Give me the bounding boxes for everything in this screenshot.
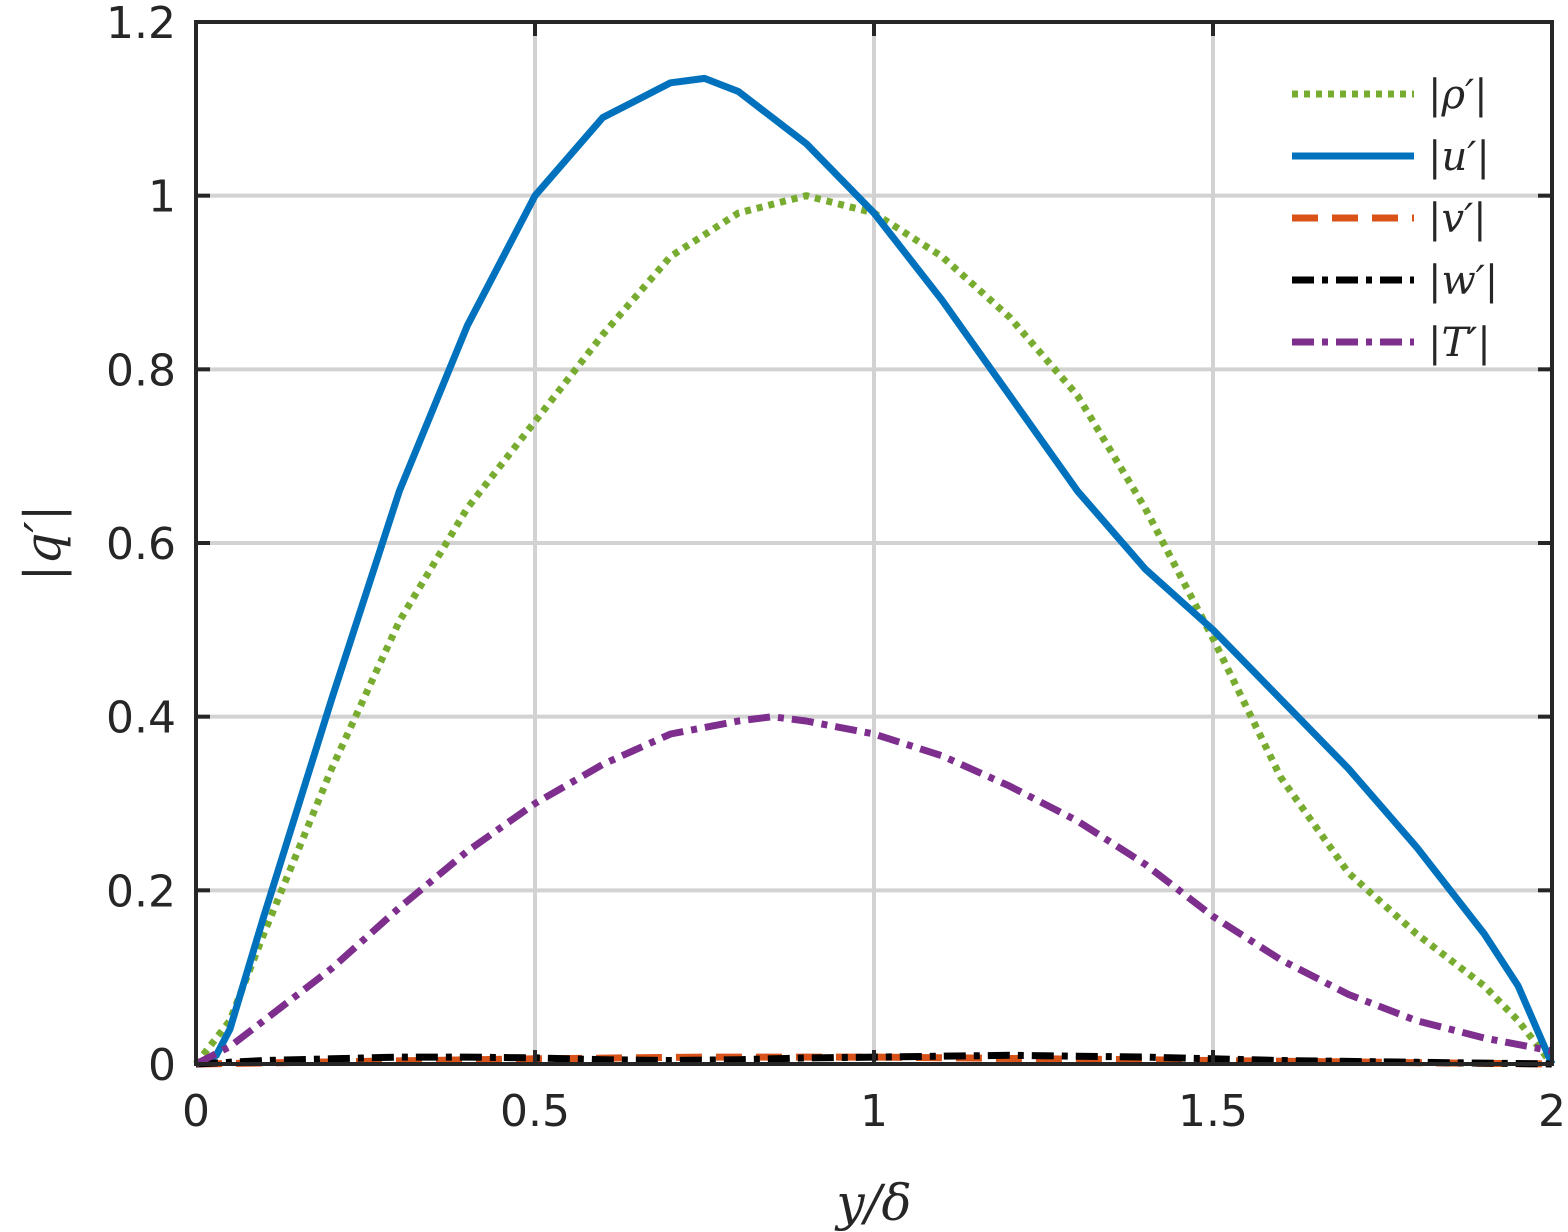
y-tick-label: 1.2 [106,0,176,49]
x-tick-label: 0 [182,1086,210,1137]
legend-label-4: |T′| [1428,320,1491,366]
y-tick-label: 0.8 [106,345,176,396]
y-axis-label: |q′| [14,504,72,581]
y-tick-labels: 0 0.2 0.4 0.6 0.8 1 1.2 [106,0,176,1091]
legend-label-3: |w′| [1428,258,1498,304]
x-tick-label: 2 [1538,1086,1566,1137]
y-tick-label: 0.2 [106,866,176,917]
legend-label-0: |ρ′| [1428,72,1488,118]
series-line-4 [194,713,1553,1068]
y-tick-label: 0.4 [106,693,176,744]
series-line-1 [194,74,1556,1068]
legend-label-1: |u′| [1428,134,1490,180]
x-tick-label: 0.5 [500,1086,570,1137]
x-axis-label: y/δ [834,1174,911,1232]
tick-marks [194,20,1554,1066]
grid [194,20,1554,1066]
legend-label-2: |v′| [1428,196,1487,242]
y-tick-label: 0.6 [106,519,176,570]
x-tick-label: 1.5 [1178,1086,1248,1137]
legend: |ρ′| |u′| |v′| |w′| |T′| [1292,72,1498,366]
x-tick-labels: 0 0.5 1 1.5 2 [182,1086,1566,1137]
y-tick-label: 0 [148,1040,176,1091]
y-tick-label: 1 [148,172,176,223]
x-tick-label: 1 [860,1086,888,1137]
